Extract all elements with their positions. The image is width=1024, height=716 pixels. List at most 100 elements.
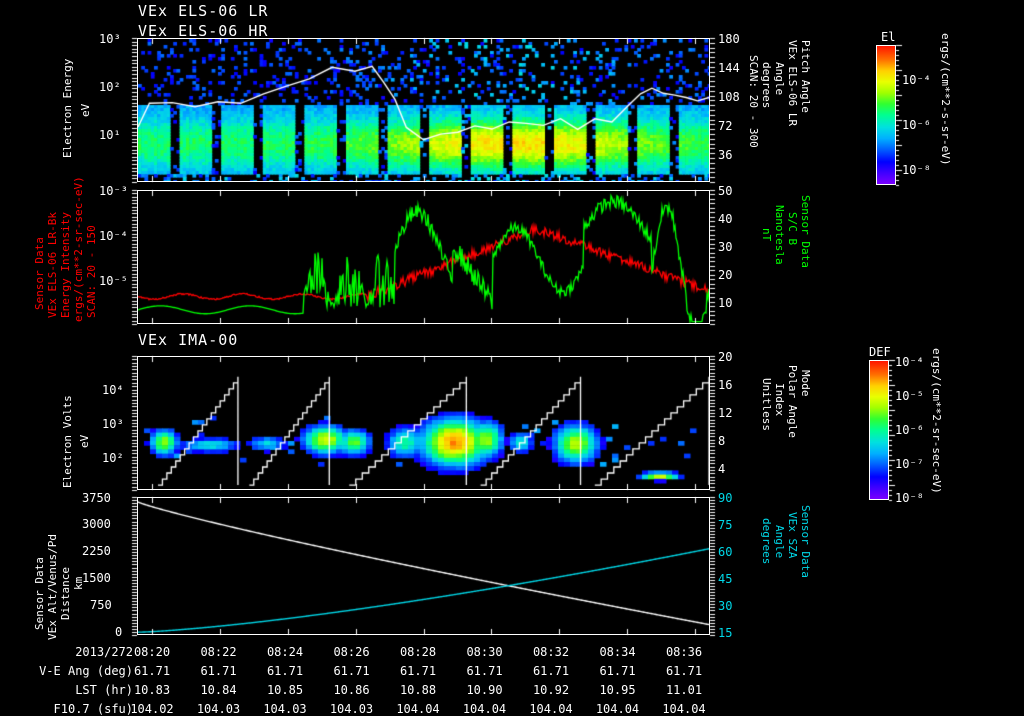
panel4-ylabel-2: VEx Alt/Venus/Pd: [46, 534, 59, 640]
colorbar1-label: El: [881, 30, 896, 44]
panel2-ylabel-3: Energy Intensity: [59, 212, 72, 318]
table-row-label-3: F10.7 (sfu): [53, 702, 133, 716]
table-cell: 61.71: [266, 664, 304, 678]
panel1-rlabel-3: Angle: [773, 62, 786, 96]
panel2-rtick-2: 30: [718, 240, 733, 254]
panel2-plot-area[interactable]: [137, 190, 710, 324]
panel4-plot-area[interactable]: [137, 497, 710, 635]
colorbar2-tick-0: 10⁻⁴: [895, 355, 924, 369]
colorbar1-tick-0: 10⁻⁴: [902, 73, 931, 87]
panel3-ylabel-2: eV: [78, 434, 91, 448]
panel1-rtick-1: 144: [718, 61, 740, 75]
panel3-spectrogram-canvas: [138, 357, 709, 489]
table-row-label-1: V-E Ang (deg): [39, 664, 133, 678]
panel2-ytick-2: 10⁻⁵: [99, 274, 128, 288]
colorbar1-tick-2: 10⁻⁸: [902, 163, 931, 177]
panel4-rtick-2: 60: [718, 545, 733, 559]
panel2-rtick-0: 50: [718, 184, 733, 198]
panel3-rlabel-2: Polar Angle: [786, 365, 799, 438]
panel1-plot-area[interactable]: [137, 38, 710, 182]
panel1-rtick-0: 180: [718, 32, 740, 46]
panel4-rlabel-1: Sensor Data: [799, 505, 812, 578]
panel2-ylabel-5: SCAN: 20 - 150: [85, 225, 98, 318]
table-cell: 104.04: [662, 702, 706, 716]
panel2-line-canvas: [138, 191, 709, 323]
panel1-ytick-2: 10¹: [99, 128, 121, 142]
panel4-ytick-4: 750: [90, 598, 112, 612]
panel1-ylabel-2: eV: [79, 103, 92, 117]
table-cell: 08:32: [532, 645, 570, 659]
table-cell: 10.85: [266, 683, 304, 697]
table-cell: 104.03: [196, 702, 241, 716]
table-cell: 08:26: [333, 645, 370, 659]
table-cell: 10.90: [466, 683, 503, 697]
table-cell: 10.92: [532, 683, 570, 697]
table-cell: 11.01: [665, 683, 703, 697]
panel2-ytick-1: 10⁻⁴: [99, 229, 128, 243]
table-cell: 104.04: [595, 702, 640, 716]
panel3-title: VEx IMA-00: [138, 331, 239, 349]
table-cell: 61.71: [599, 664, 636, 678]
table-cell: 104.04: [529, 702, 573, 716]
panel4-rlabel-4: degrees: [760, 518, 773, 565]
panel3-rlabel-4: Unitless: [760, 378, 773, 431]
panel3-rlabel-3: Index: [773, 383, 786, 417]
table-row-label-2: LST (hr): [75, 683, 133, 697]
table-cell: 10.95: [599, 683, 636, 697]
table-cell: 08:28: [399, 645, 437, 659]
panel1-ytick-1: 10²: [99, 80, 121, 94]
panel4-line-canvas: [138, 498, 709, 634]
colorbar2-tick-2: 10⁻⁶: [895, 423, 924, 437]
table-cell: 08:34: [599, 645, 636, 659]
panel1-ytick-0: 10³: [99, 32, 121, 46]
panel1-title-lr: VEx ELS-06 LR: [138, 2, 269, 20]
panel2-rtick-3: 20: [718, 268, 733, 282]
panel1-rlabel-2: VEx ELS-06 LR: [786, 40, 799, 127]
colorbar2-unit: ergs/(cm**2-sr-sec-eV): [930, 348, 943, 494]
panel1-rlabel-4: degrees: [760, 62, 773, 109]
table-cell: 08:20: [133, 645, 171, 659]
panel2-rlabel-2: S/C B: [786, 212, 799, 246]
table-row-label-0: 2013/272: [75, 645, 133, 659]
panel3-plot-area[interactable]: [137, 356, 710, 490]
table-cell: 61.71: [532, 664, 570, 678]
table-cell: 08:24: [266, 645, 304, 659]
panel3-ytick-0: 10⁴: [102, 383, 124, 397]
panel4-ytick-1: 3000: [82, 517, 111, 531]
panel3-ytick-2: 10²: [102, 451, 124, 465]
panel2-rlabel-3: Nanotesla: [773, 205, 786, 265]
table-cell: 104.03: [329, 702, 374, 716]
panel4-rtick-4: 30: [718, 599, 733, 613]
colorbar1-gradient: [876, 45, 896, 185]
table-cell: 10.84: [200, 683, 237, 697]
colorbar1-tick-1: 10⁻⁶: [902, 118, 931, 132]
panel2-rlabel-4: nT: [760, 228, 773, 242]
panel4-rlabel-2: VEx SZA: [786, 512, 799, 559]
table-cell: 61.71: [133, 664, 171, 678]
table-cell: 10.83: [133, 683, 171, 697]
panel3-rtick-2: 12: [718, 406, 733, 420]
table-cell: 104.03: [263, 702, 307, 716]
panel4-ylabel-3: Distance: [59, 567, 72, 620]
panel2-ylabel-2: VEx ELS-06 LR-Bk: [46, 212, 59, 318]
panel4-ytick-2: 2250: [82, 544, 111, 558]
panel2-rlabel-1: Sensor Data: [799, 195, 812, 268]
panel4-rtick-0: 90: [718, 491, 733, 505]
panel1-rtick-4: 36: [718, 148, 733, 162]
panel1-rlabel-5: SCAN: 20 - 300: [747, 55, 760, 148]
table-cell: 104.04: [396, 702, 440, 716]
table-cell: 08:22: [200, 645, 237, 659]
colorbar2-label: DEF: [869, 345, 891, 359]
panel1-rtick-2: 108: [718, 90, 740, 104]
colorbar2-gradient: [869, 360, 889, 500]
table-cell: 08:30: [466, 645, 503, 659]
panel3-ylabel-1: Electron Volts: [61, 395, 74, 488]
panel1-spectrogram-canvas: [138, 39, 709, 181]
panel2-rtick-1: 40: [718, 212, 733, 226]
panel4-rtick-5: 15: [718, 626, 733, 640]
colorbar1-unit: ergs/(cm**2-s-sr-eV): [939, 33, 952, 166]
table-cell: 104.04: [462, 702, 507, 716]
panel3-rlabel-1: Mode: [799, 370, 812, 397]
table-cell: 104.02: [130, 702, 174, 716]
table-cell: 10.88: [399, 683, 437, 697]
